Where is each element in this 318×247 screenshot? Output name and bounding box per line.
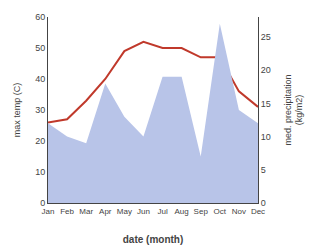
svg-text:med. precipitation(kg/m2): med. precipitation(kg/m2)	[283, 74, 305, 145]
svg-text:Jun: Jun	[137, 207, 150, 216]
svg-text:10: 10	[35, 167, 45, 177]
svg-text:Jul: Jul	[157, 207, 167, 216]
svg-text:0: 0	[40, 198, 45, 208]
svg-text:50: 50	[35, 43, 45, 53]
svg-text:Aug: Aug	[175, 207, 189, 216]
svg-text:Nov: Nov	[232, 207, 246, 216]
svg-text:Apr: Apr	[99, 207, 112, 216]
svg-text:25: 25	[261, 32, 271, 42]
svg-text:Dec: Dec	[251, 207, 265, 216]
svg-text:60: 60	[35, 12, 45, 22]
svg-text:40: 40	[35, 74, 45, 84]
svg-text:Oct: Oct	[214, 207, 227, 216]
svg-text:30: 30	[35, 105, 45, 115]
svg-text:5: 5	[261, 165, 266, 175]
svg-text:May: May	[117, 207, 132, 216]
svg-text:15: 15	[261, 99, 271, 109]
svg-text:20: 20	[261, 65, 271, 75]
svg-text:Mar: Mar	[79, 207, 93, 216]
svg-text:date (month): date (month)	[123, 234, 184, 245]
svg-text:Feb: Feb	[60, 207, 74, 216]
svg-text:Sep: Sep	[194, 207, 209, 216]
svg-text:Jan: Jan	[42, 207, 55, 216]
svg-text:20: 20	[35, 136, 45, 146]
svg-text:10: 10	[261, 132, 271, 142]
svg-text:max temp (C): max temp (C)	[12, 83, 22, 138]
svg-text:0: 0	[261, 198, 266, 208]
